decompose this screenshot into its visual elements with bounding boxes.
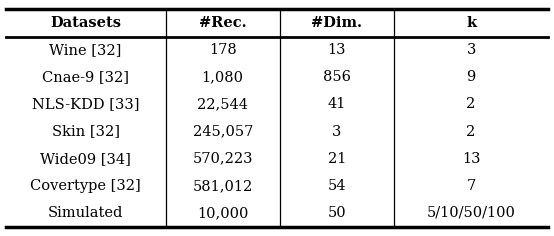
Text: 2: 2 (466, 125, 476, 139)
Text: 50: 50 (327, 206, 346, 220)
Text: 3: 3 (466, 43, 476, 57)
Text: 54: 54 (327, 179, 346, 193)
Text: Covertype [32]: Covertype [32] (30, 179, 141, 193)
Text: 178: 178 (209, 43, 237, 57)
Text: 2: 2 (466, 97, 476, 111)
Text: 13: 13 (327, 43, 346, 57)
Text: NLS-KDD [33]: NLS-KDD [33] (32, 97, 140, 111)
Text: 245,057: 245,057 (193, 125, 253, 139)
Text: 581,012: 581,012 (193, 179, 253, 193)
Text: 5/10/50/100: 5/10/50/100 (427, 206, 516, 220)
Text: #Dim.: #Dim. (311, 16, 362, 30)
Text: 41: 41 (327, 97, 346, 111)
Text: #Rec.: #Rec. (199, 16, 247, 30)
Text: Wide09 [34]: Wide09 [34] (40, 152, 131, 166)
Text: 21: 21 (327, 152, 346, 166)
Text: k: k (466, 16, 476, 30)
Text: Skin [32]: Skin [32] (52, 125, 120, 139)
Text: 856: 856 (323, 70, 351, 84)
Text: Cnae-9 [32]: Cnae-9 [32] (42, 70, 129, 84)
Text: 10,000: 10,000 (197, 206, 248, 220)
Text: 13: 13 (462, 152, 480, 166)
Text: 7: 7 (466, 179, 476, 193)
Text: Simulated: Simulated (48, 206, 124, 220)
Text: 570,223: 570,223 (192, 152, 253, 166)
Text: 1,080: 1,080 (202, 70, 244, 84)
Text: Datasets: Datasets (50, 16, 121, 30)
Text: 22,544: 22,544 (197, 97, 248, 111)
Text: 9: 9 (466, 70, 476, 84)
Text: Wine [32]: Wine [32] (49, 43, 122, 57)
Text: 3: 3 (332, 125, 341, 139)
